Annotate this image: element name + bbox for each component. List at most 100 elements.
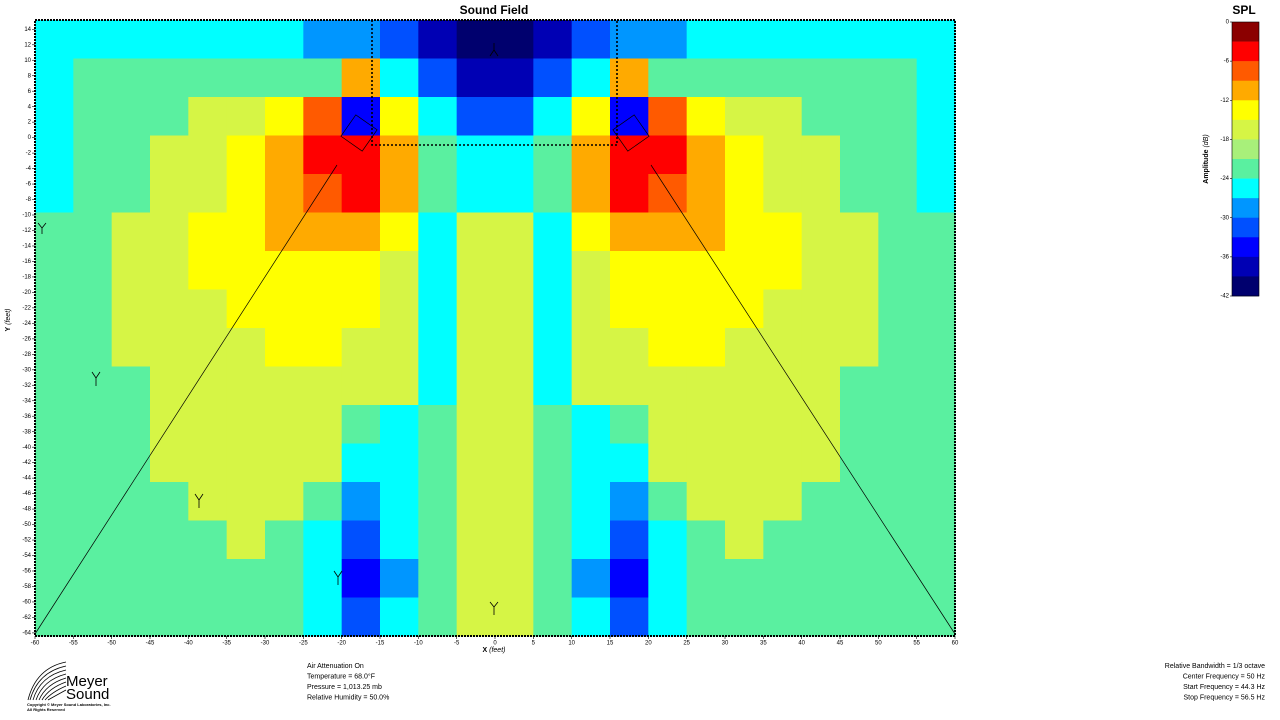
heatmap-cell — [111, 482, 151, 521]
heatmap-cell — [418, 97, 458, 136]
heatmap-cell — [571, 174, 611, 213]
heatmap-cell — [686, 135, 726, 175]
heatmap-cell — [341, 482, 381, 521]
heatmap-cell — [111, 405, 151, 444]
heatmap-cell — [456, 58, 496, 98]
heatmap-cell — [111, 559, 151, 598]
heatmap-cell — [188, 174, 228, 213]
heatmap-cell — [456, 520, 496, 560]
heatmap-cell — [763, 135, 803, 175]
heatmap-cell — [341, 135, 381, 175]
heatmap-cell — [916, 97, 956, 136]
heatmap-cell — [150, 482, 189, 521]
heatmap-cell — [840, 366, 879, 406]
heatmap-cell — [35, 174, 74, 213]
colorbar-tick-label: -24 — [1220, 176, 1229, 182]
colorbar-tick-label: -30 — [1220, 215, 1229, 221]
x-tick-label: 55 — [913, 641, 920, 647]
heatmap-cell — [571, 328, 611, 367]
heatmap-cell — [456, 405, 496, 444]
heatmap-cell — [495, 289, 534, 329]
heatmap-cell — [303, 443, 343, 483]
heatmap-cell — [686, 212, 726, 252]
heatmap-cell — [648, 135, 688, 175]
heatmap-cell — [763, 58, 803, 98]
y-label: Y — [5, 326, 12, 331]
heatmap-cell — [840, 597, 879, 637]
heatmap-cell — [571, 251, 611, 290]
heatmap-cell — [533, 174, 573, 213]
heatmap-cell — [916, 597, 956, 637]
heatmap-cell — [878, 520, 918, 560]
colorbar-tick-label: -12 — [1220, 98, 1229, 104]
x-tick-label: 30 — [722, 641, 729, 647]
heatmap-cell — [150, 597, 189, 637]
heatmap-cell — [150, 97, 189, 136]
y-tick-label: -18 — [22, 275, 31, 281]
speaker-outline — [340, 114, 378, 152]
heatmap-cell — [648, 520, 688, 560]
heatmap-cell — [916, 482, 956, 521]
heatmap-cell — [111, 212, 151, 252]
heatmap-cell — [916, 212, 956, 252]
x-tick-label: 10 — [568, 641, 575, 647]
y-tick-label: -4 — [26, 166, 32, 172]
heatmap-cell — [648, 174, 688, 213]
heatmap-cell — [150, 366, 189, 406]
heatmap-cell — [495, 20, 534, 59]
heatmap-cell — [648, 482, 688, 521]
heatmap-cell — [303, 289, 343, 329]
heatmap-cell — [571, 443, 611, 483]
y-tick-label: -42 — [22, 460, 31, 466]
heatmap-cell — [35, 443, 74, 483]
heatmap-cell — [801, 212, 841, 252]
heatmap-cell — [380, 443, 419, 483]
heatmap-cell — [801, 443, 841, 483]
x-tick-label: 60 — [952, 641, 959, 647]
y-tick-label: -2 — [26, 151, 32, 157]
heatmap-cell — [341, 20, 381, 59]
heatmap-cell — [763, 597, 803, 637]
heatmap-cell — [495, 97, 534, 136]
y-tick-label: -40 — [22, 445, 31, 451]
heatmap-cell — [725, 174, 764, 213]
colorbar-swatch — [1232, 159, 1259, 179]
y-tick-label: 8 — [28, 73, 32, 79]
logo: Meyer Sound Copyright © Meyer Sound Labo… — [27, 661, 111, 712]
heatmap-cell — [878, 559, 918, 598]
heatmap-cell — [265, 212, 304, 252]
heatmap-cell — [878, 366, 918, 406]
x-tick-label: -30 — [261, 641, 270, 647]
heatmap-cell — [303, 559, 343, 598]
heatmap-cell — [35, 97, 74, 136]
heatmap-cell — [226, 366, 266, 406]
heatmap-cell — [341, 174, 381, 213]
heatmap-cell — [610, 251, 649, 290]
heatmap-cell — [188, 212, 228, 252]
heatmap-cell — [226, 328, 266, 367]
heatmap-cell — [341, 289, 381, 329]
heatmap-cell — [150, 405, 189, 444]
heatmap-cell — [801, 135, 841, 175]
heatmap-cell — [341, 97, 381, 136]
heatmap-cell — [456, 328, 496, 367]
heatmap-cell — [303, 251, 343, 290]
heatmap-cell — [533, 58, 573, 98]
heatmap-cell — [226, 212, 266, 252]
heatmap-cell — [840, 135, 879, 175]
heatmap-cell — [380, 559, 419, 598]
y-tick-label: -56 — [22, 569, 31, 575]
y-unit: (feet) — [5, 309, 12, 325]
y-tick-label: -62 — [22, 615, 31, 621]
heatmap-cell — [801, 405, 841, 444]
y-tick-label: -12 — [22, 228, 31, 234]
heatmap-cell — [380, 482, 419, 521]
heatmap-cell — [303, 212, 343, 252]
heatmap-cell — [840, 559, 879, 598]
heatmap-cell — [111, 597, 151, 637]
heatmap-cell — [380, 58, 419, 98]
heatmap-cell — [418, 174, 458, 213]
heatmap-cell — [610, 366, 649, 406]
heatmap-cell — [35, 212, 74, 252]
